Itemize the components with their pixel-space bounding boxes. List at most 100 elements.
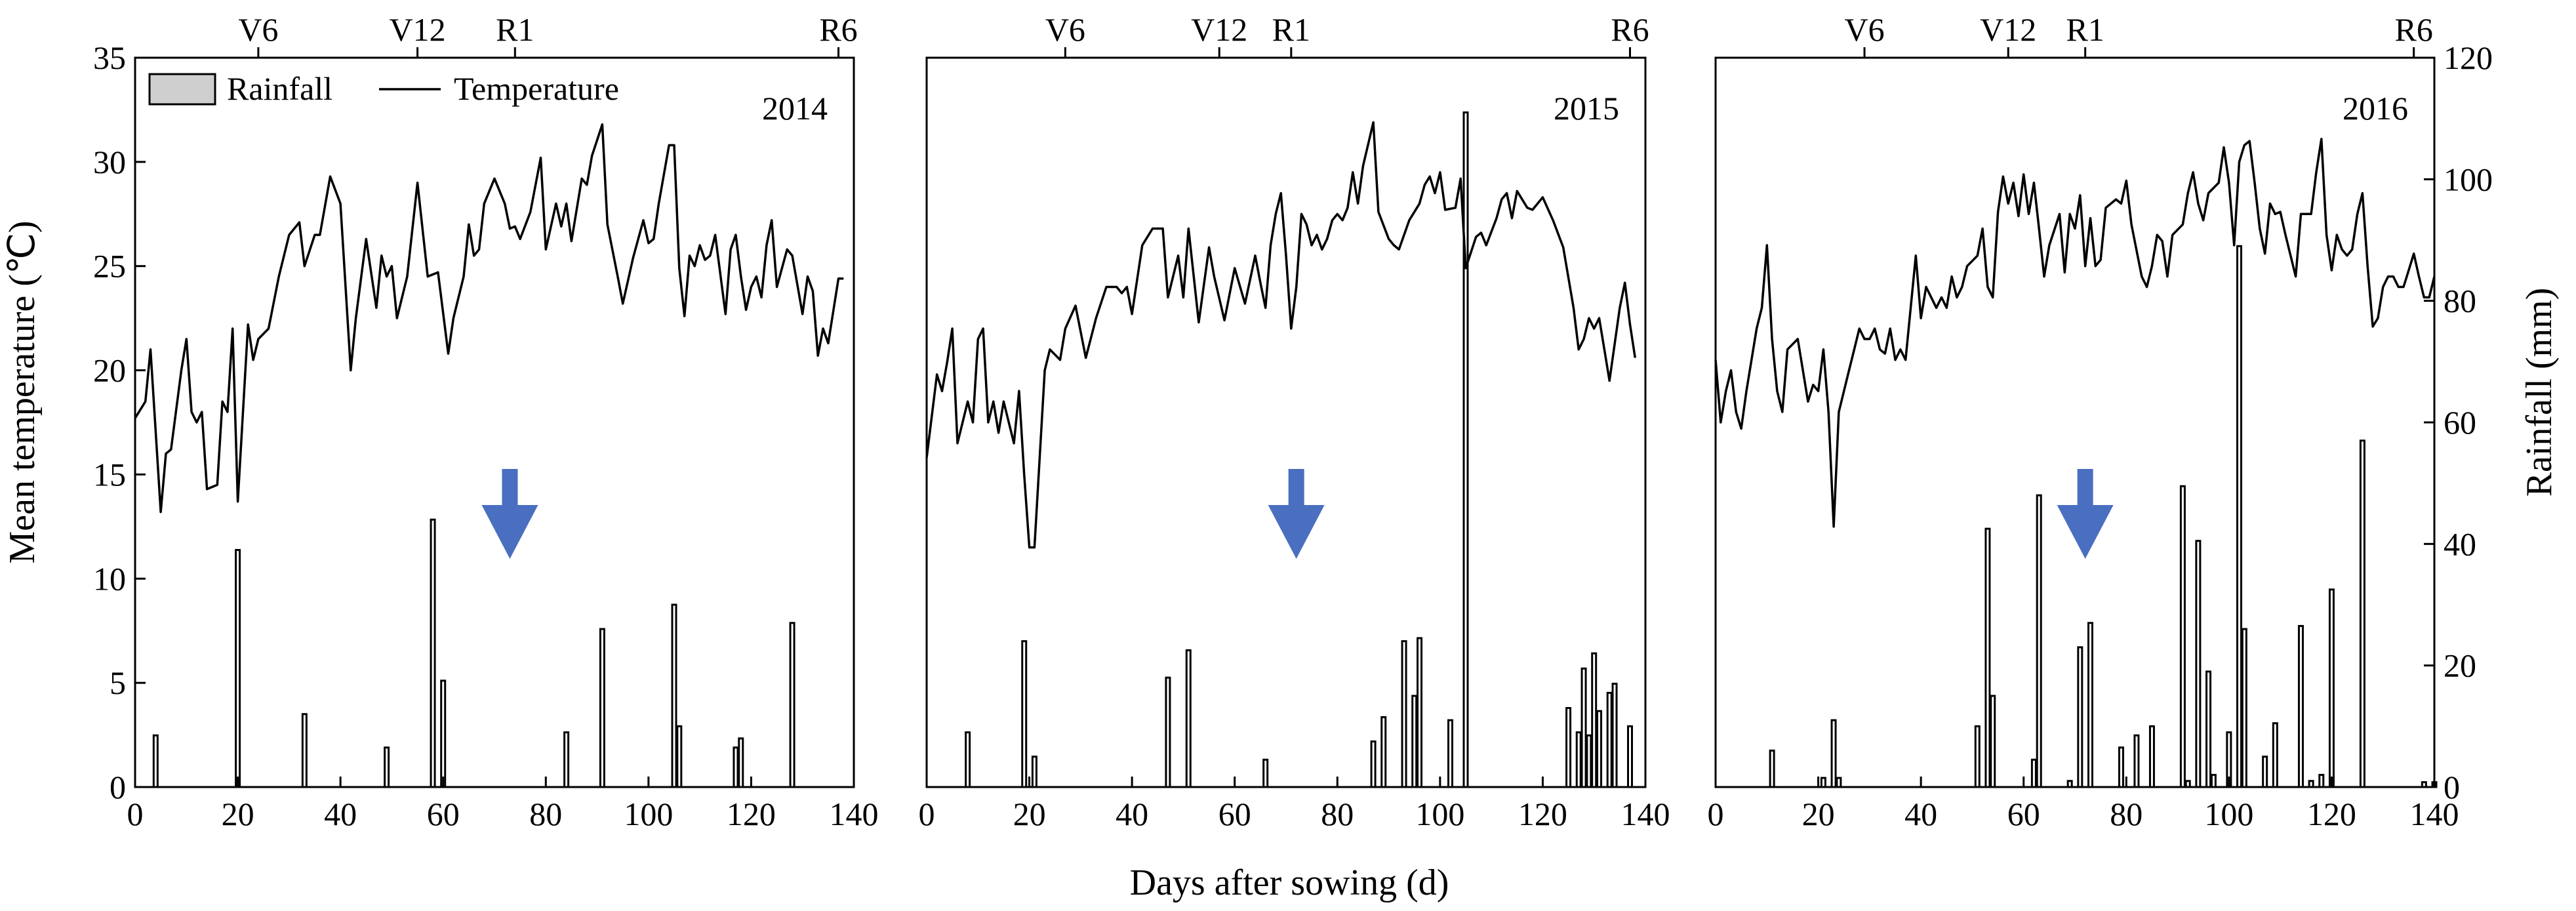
rainfall-bar: [2205, 670, 2212, 788]
rainfall-bar: [152, 734, 159, 788]
rainfall-bar: [2077, 646, 2083, 788]
rainfall-bar: [2318, 773, 2325, 788]
y-tick-label-left: 35: [93, 39, 126, 76]
rainfall-bar: [430, 518, 436, 788]
y-tick-label-right: 100: [2444, 161, 2493, 197]
rainfall-bar: [1984, 527, 1991, 788]
x-axis-title: Days after sowing (d): [1130, 862, 1449, 903]
panel-2016: 0 20 40 60 80 100 120 140 V6 V12 R1 R6 2016 0 20 40 60 80…: [1708, 11, 2493, 832]
rainfall-bar: [2036, 494, 2042, 788]
x-tick-label: 20: [222, 796, 254, 832]
rainfall-bar: [1447, 719, 1454, 788]
y-tick-label-left: 20: [93, 352, 126, 389]
y-tick-label-right: 80: [2444, 283, 2476, 319]
rainfall-bar: [1830, 719, 1837, 788]
rainfall-bar: [2328, 588, 2335, 788]
rainfall-bar: [1165, 676, 1171, 788]
stage-label: R6: [819, 11, 857, 48]
legend-temperature-label: Temperature: [454, 70, 619, 107]
x-tick-label: 0: [919, 796, 935, 832]
rainfall-bar: [1627, 725, 1634, 788]
x-tick-label: 120: [2307, 796, 2356, 832]
x-tick-label: 100: [624, 796, 673, 832]
legend-rainfall-swatch: [148, 73, 216, 106]
stage-label: V6: [238, 11, 278, 48]
rainfall-bar: [2262, 756, 2268, 788]
plot-frame: [925, 56, 1647, 788]
rainfall-bar: [1411, 695, 1418, 788]
rainfall-bar: [2297, 624, 2304, 788]
rainfall-bar: [563, 731, 570, 788]
plot-frame: [1714, 56, 2436, 788]
x-tick-label: 40: [324, 796, 357, 832]
temperature-line: [134, 123, 844, 514]
rainfall-bar: [301, 713, 308, 788]
right-axis-title: Rainfall (mm): [2519, 288, 2560, 497]
rainfall-bar: [1586, 734, 1592, 788]
rainfall-bar: [1769, 749, 1775, 788]
rainfall-bar: [1462, 111, 1469, 788]
stage-label: R1: [496, 11, 534, 48]
stage-label: V6: [1844, 11, 1884, 48]
rainfall-bar: [1974, 725, 1981, 788]
rainfall-bar: [1262, 758, 1269, 788]
rainfall-bar: [1575, 731, 1582, 788]
y-tick-label-left: 30: [93, 144, 126, 180]
left-axis-title: Mean temperature (℃): [2, 220, 43, 563]
x-tick-label: 40: [1904, 796, 1937, 832]
rainfall-bar: [1580, 667, 1587, 788]
x-tick-label: 20: [1013, 796, 1046, 832]
stage-label: V12: [1980, 11, 2036, 48]
rainfall-bar: [676, 725, 683, 788]
stage-label: V12: [1191, 11, 1247, 48]
x-tick-label: 140: [830, 796, 879, 832]
rainfall-bar: [1417, 637, 1423, 788]
y-tick-label-right: 20: [2444, 647, 2476, 684]
x-tick-label: 20: [1802, 796, 1835, 832]
rainfall-bar: [2359, 439, 2365, 788]
rainfall-bar: [2241, 628, 2247, 788]
legend: Rainfall Temperature: [148, 70, 619, 107]
rainfall-bar: [738, 737, 744, 788]
rainfall-bar: [733, 746, 739, 788]
rainfall-bar: [2030, 758, 2037, 788]
x-tick-label: 0: [1708, 796, 1724, 832]
rainfall-bar: [235, 549, 241, 788]
x-tick-label: 80: [1321, 796, 1354, 832]
rainfall-bar: [2195, 540, 2202, 788]
rainfall-bar: [1836, 777, 1842, 788]
rainfall-bar: [1611, 682, 1618, 788]
stage-label: V12: [390, 11, 446, 48]
flowering-arrow: [481, 469, 538, 559]
y-tick-label-right: 0: [2444, 769, 2460, 805]
x-tick-label: 40: [1116, 796, 1148, 832]
x-tick-label: 140: [2410, 796, 2459, 832]
x-tick-label: 100: [1415, 796, 1464, 832]
year-label: 2014: [762, 90, 828, 127]
x-tick-label: 120: [727, 796, 776, 832]
y-tick-label-left: 0: [110, 769, 126, 805]
x-tick-label: 80: [2110, 796, 2143, 832]
rainfall-bar: [1596, 710, 1603, 788]
x-tick-label: 80: [529, 796, 562, 832]
rainfall-bar: [1380, 716, 1387, 788]
year-label: 2016: [2343, 90, 2408, 127]
stage-label: R6: [2395, 11, 2433, 48]
rainfall-bar: [1565, 707, 1572, 788]
rainfall-bar: [1185, 649, 1192, 788]
y-tick-label-left: 5: [110, 664, 126, 701]
rainfall-bar: [2236, 245, 2243, 788]
plot-frame: [134, 56, 855, 788]
x-tick-label: 60: [427, 796, 460, 832]
rainfall-bar: [1606, 691, 1613, 788]
rainfall-bar: [440, 679, 447, 788]
stage-label: R1: [2066, 11, 2104, 48]
rainfall-bar: [1370, 740, 1377, 788]
y-tick-label-right: 60: [2444, 404, 2476, 441]
stage-label: V6: [1045, 11, 1085, 48]
temperature-line: [925, 121, 1637, 549]
rainfall-bar: [2272, 722, 2278, 788]
year-label: 2015: [1554, 90, 1619, 127]
